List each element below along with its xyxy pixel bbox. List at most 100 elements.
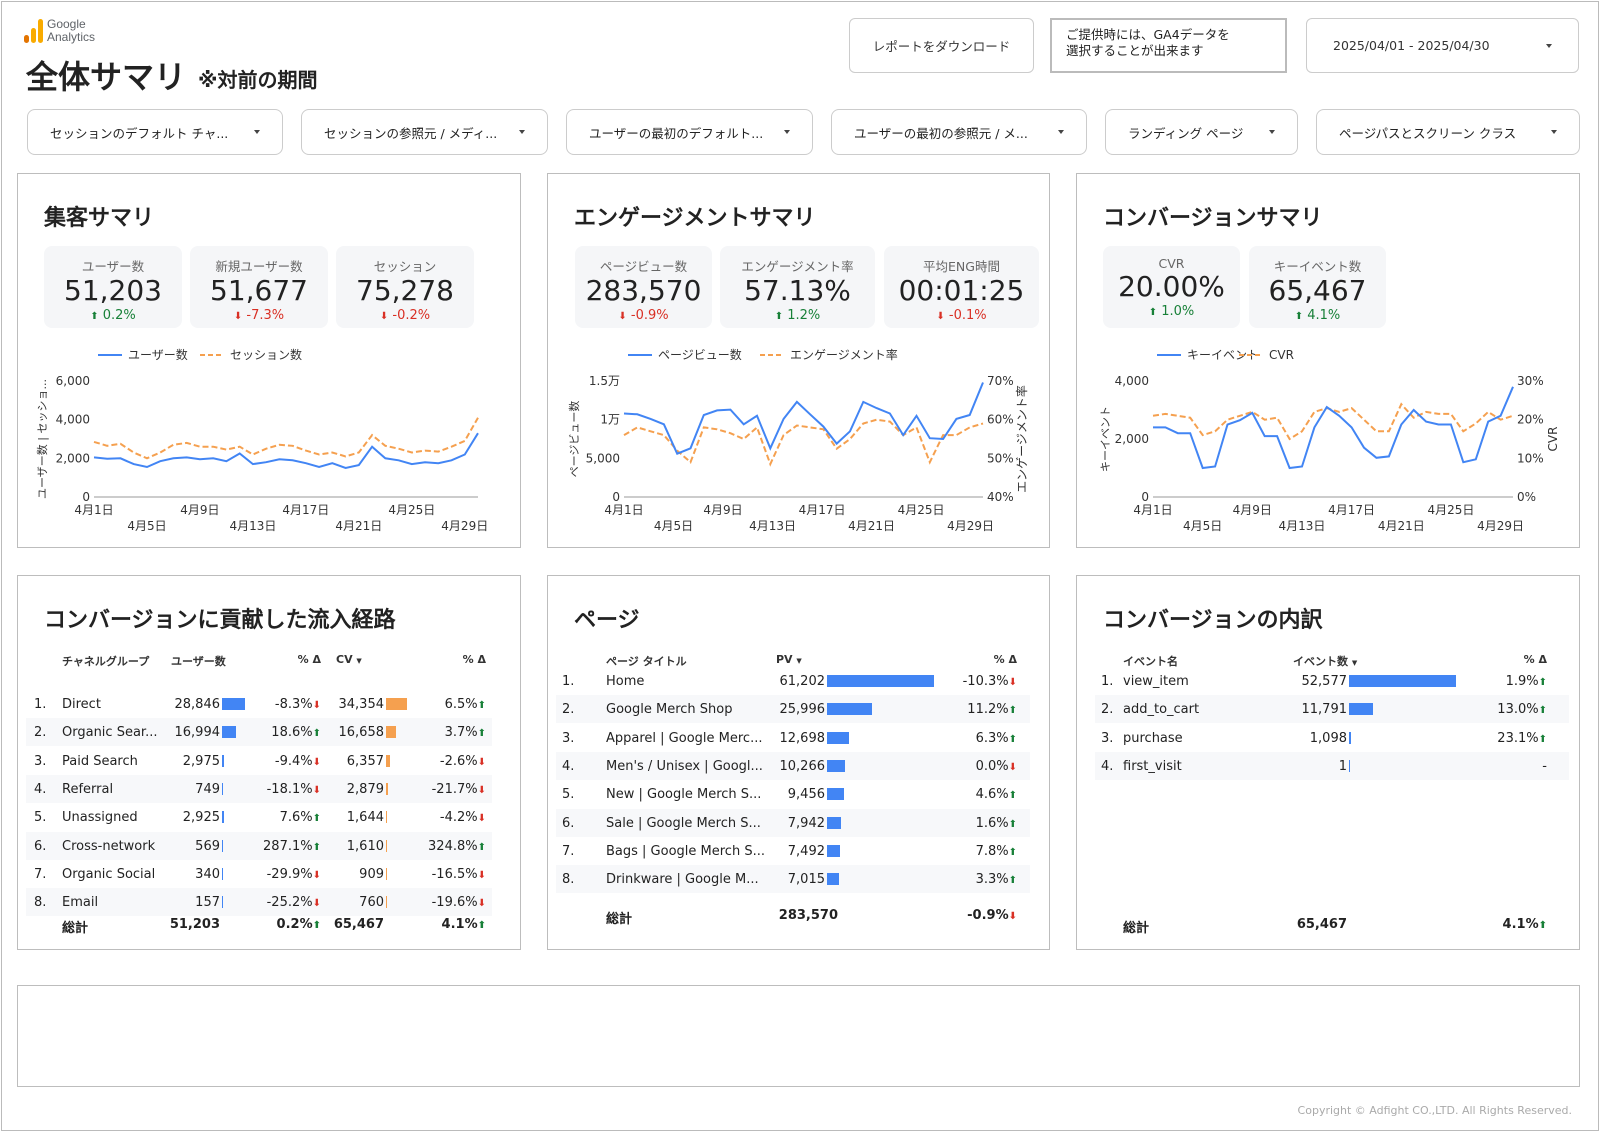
column-header[interactable]: CV ▼ (336, 653, 362, 666)
kpi-value: 57.13% (744, 274, 851, 307)
row-rank: 1. (34, 697, 47, 712)
filter-label: ユーザーの最初の参照元 / メ... (854, 125, 1028, 141)
pages-table: ページ タイトル PV ▼ % Δ 1. Home 61,202 -10.3%⬇ 2. Goog… (556, 576, 1044, 946)
filter-page-path-screen-class[interactable]: ページパスとスクリーン クラス (1316, 109, 1580, 155)
sort-desc-icon: ▼ (796, 657, 802, 665)
column-header[interactable]: % Δ (1523, 653, 1547, 666)
y-tick-label: 1万 (600, 413, 620, 427)
value-bar (222, 811, 225, 824)
chevron-down-icon (1269, 130, 1275, 134)
kpi-delta-value: -0.2% (392, 308, 431, 323)
column-header[interactable]: イベント名 (1123, 655, 1178, 668)
kpi-label: キーイベント数 (1273, 259, 1362, 274)
kpi-label: ユーザー数 (81, 259, 145, 274)
cv-delta: -21.7%⬇ (431, 781, 486, 797)
x-tick-label: 4月1日 (604, 503, 643, 517)
table-row[interactable] (26, 774, 492, 803)
value-bar (222, 839, 223, 852)
series-line-1 (623, 382, 984, 455)
page-title-cell: Bags | Google Merch S... (606, 843, 765, 859)
table-row[interactable] (26, 831, 492, 860)
arrow-up-icon: ⬆ (1538, 733, 1547, 745)
y-tick-label: 4,000 (56, 413, 90, 427)
table-row[interactable] (556, 865, 1030, 894)
filter-session-default-channel[interactable]: セッションのデフォルト チャ... (27, 109, 283, 155)
legend-label-series-2: セッション数 (230, 347, 302, 362)
filter-first-user-source-medium[interactable]: ユーザーの最初の参照元 / メ... (831, 109, 1087, 155)
table-row[interactable] (1095, 751, 1569, 780)
y2-tick-label: 0% (1517, 490, 1536, 504)
engagement-summary-panel: エンゲージメントサマリ ページビュー数 283,570 ⬇ -0.9% エンゲー… (547, 173, 1050, 548)
filter-landing-page[interactable]: ランディング ページ (1105, 109, 1298, 155)
filter-session-source-medium[interactable]: セッションの参照元 / メディ... (301, 109, 548, 155)
table-row[interactable] (26, 888, 492, 917)
arrow-down-icon: ⬇ (477, 813, 486, 825)
arrow-up-icon: ⬆ (90, 311, 99, 322)
note-line1: ご提供時には、GA4データを (1066, 27, 1230, 42)
date-range-picker[interactable]: 2025/04/01 - 2025/04/30 (1306, 18, 1579, 73)
kpi-delta-value: -7.3% (246, 308, 285, 323)
table-row[interactable] (556, 751, 1030, 780)
table-row[interactable] (556, 808, 1030, 837)
table-row[interactable] (556, 695, 1030, 724)
y-axis-label: キーイベント (1099, 406, 1112, 472)
arrow-down-icon: ⬇ (233, 311, 243, 322)
kpi-delta: ⬇ -0.2% (336, 308, 474, 323)
y2-tick-label: 50% (987, 451, 1014, 465)
arrow-up-icon: ⬆ (1008, 875, 1017, 887)
arrow-up-icon: ⬆ (1008, 705, 1017, 717)
column-header[interactable]: ページ タイトル (606, 655, 687, 668)
column-header[interactable]: % Δ (993, 653, 1017, 666)
panel-title: コンバージョンの内訳 (1103, 608, 1323, 633)
event-count: 52,577 (1301, 674, 1348, 689)
row-rank: 3. (1101, 730, 1114, 746)
users-delta: 18.6%⬆ (271, 725, 321, 741)
conversion-breakdown-panel: コンバージョンの内訳 イベント名 イベント数 ▼ % Δ 1. view_item 52,… (1076, 575, 1580, 950)
event-name: purchase (1123, 730, 1183, 746)
channel-name: Cross-network (62, 838, 156, 854)
download-report-button[interactable]: レポートをダウンロード (849, 18, 1034, 73)
value-bar (386, 867, 387, 880)
acquisition-line-chart: ユーザー数 セッション数 6,000 4,000 2,000 0 ユーザー数 | セッショ.… (36, 347, 488, 533)
total-pv: 283,570 (778, 908, 838, 923)
legend-label-series-1: キーイベント (1187, 348, 1259, 362)
panel-title: エンゲージメントサマリ (574, 206, 816, 231)
column-header[interactable]: % Δ (297, 653, 321, 666)
total-count: 65,467 (1296, 917, 1347, 932)
cv-value: 760 (359, 895, 384, 911)
table-row[interactable] (26, 718, 492, 747)
pv-delta: 6.3%⬆ (975, 730, 1017, 746)
y2-axis-label: CVR (1546, 427, 1560, 452)
page-title-cell: Home (606, 674, 645, 689)
chevron-down-icon (1546, 43, 1552, 48)
x-tick-label: 4月13日 (229, 519, 276, 533)
kpi-label: ページビュー数 (599, 259, 688, 274)
page-subtitle: ※対前の期間 (198, 68, 318, 92)
cv-value: 16,658 (338, 725, 385, 741)
arrow-up-icon: ⬆ (1538, 705, 1547, 717)
x-tick-label: 4月21日 (335, 519, 382, 533)
row-rank: 8. (34, 895, 47, 911)
kpi-card-sessions: セッション 75,278 ⬇ -0.2% (336, 246, 474, 328)
kpi-value: 00:01:25 (898, 274, 1025, 307)
column-header[interactable]: ユーザー数 (171, 655, 226, 668)
total-cv: 65,467 (333, 917, 384, 932)
column-header[interactable]: PV ▼ (776, 653, 802, 666)
y-tick-label: 5,000 (586, 451, 620, 465)
users-value: 2,975 (182, 753, 220, 769)
kpi-label: 新規ユーザー数 (215, 259, 303, 274)
users-value: 157 (195, 895, 220, 911)
table-row[interactable] (1095, 695, 1569, 724)
arrow-down-icon: ⬇ (477, 898, 486, 910)
column-header[interactable]: % Δ (462, 653, 486, 666)
row-rank: 7. (562, 843, 575, 859)
row-rank: 2. (1101, 702, 1114, 718)
filter-first-user-default-channel[interactable]: ユーザーの最初のデフォルト... (566, 109, 813, 155)
column-header[interactable]: チャネルグループ (62, 655, 150, 668)
kpi-value: 75,278 (356, 274, 454, 307)
total-users: 51,203 (169, 917, 220, 932)
conversion-line-chart: キーイベント CVR 4,000 2,000 0 30% 20% 10% 0% キーイベント CVR… (1099, 348, 1560, 533)
column-header[interactable]: イベント数 ▼ (1293, 655, 1358, 668)
value-bar (222, 867, 223, 880)
kpi-card-engagement-rate: エンゲージメント率 57.13% ⬆ 1.2% (720, 246, 875, 328)
